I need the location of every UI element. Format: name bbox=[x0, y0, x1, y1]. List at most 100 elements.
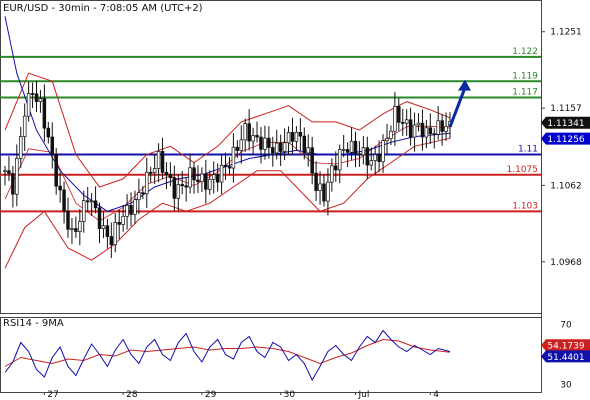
candle-body-up bbox=[274, 142, 279, 154]
candle bbox=[231, 133, 236, 183]
candle-body-up bbox=[78, 221, 82, 232]
candle-body-down bbox=[428, 127, 433, 135]
level-label-1: 1.119 bbox=[512, 71, 538, 81]
candle-body-down bbox=[62, 189, 66, 212]
candle bbox=[19, 126, 23, 168]
candle-body-down bbox=[42, 98, 47, 129]
candle-body-up bbox=[404, 119, 409, 124]
candle-body-down bbox=[235, 146, 240, 151]
candle bbox=[156, 143, 161, 183]
candle bbox=[215, 163, 220, 192]
candle-body-down bbox=[400, 122, 405, 124]
candle bbox=[306, 134, 310, 167]
candle-body-down bbox=[160, 150, 165, 173]
candle-body-down bbox=[357, 153, 362, 156]
candle-body-down bbox=[334, 165, 338, 171]
candle-body-up bbox=[89, 200, 94, 203]
rsi-panel-frame bbox=[0, 317, 542, 393]
candle-body-up bbox=[125, 205, 129, 217]
candle bbox=[416, 112, 421, 132]
candle-body-down bbox=[215, 174, 220, 183]
candle bbox=[129, 192, 133, 227]
candle-body-up bbox=[211, 174, 216, 180]
candle-body-down bbox=[255, 135, 259, 138]
candle-body-up bbox=[152, 168, 157, 174]
candle-body-up bbox=[208, 178, 212, 190]
candle-body-up bbox=[286, 132, 291, 144]
main-panel-frame bbox=[0, 0, 542, 314]
candle-body-up bbox=[373, 154, 377, 161]
candle bbox=[278, 134, 283, 167]
candle bbox=[393, 92, 397, 146]
candle-body-down bbox=[7, 170, 11, 174]
main-price-panel: 1.122 1.119 1.117 1.11 1.1075 1.103 bbox=[0, 0, 542, 314]
bollinger-upper-line bbox=[4, 72, 451, 188]
candle-body-up bbox=[200, 173, 204, 183]
rsi-ma-value-tag-label: 51.4401 bbox=[547, 353, 584, 363]
candle-body-up bbox=[133, 199, 137, 215]
time-tick-label-5: 4 bbox=[433, 390, 439, 400]
candle-body-down bbox=[164, 172, 169, 175]
candle-body-down bbox=[184, 185, 188, 188]
candle-body-down bbox=[259, 136, 263, 150]
candle-body-down bbox=[247, 123, 251, 142]
price-axis: 1.1251 1.1157 1.1062 1.0968 1.11341 1.11256 70… bbox=[43, 0, 590, 400]
candle-body-down bbox=[365, 147, 370, 166]
candle-body-up bbox=[251, 135, 255, 142]
candle-body-up bbox=[101, 225, 106, 230]
candle bbox=[310, 136, 314, 185]
candle bbox=[176, 174, 181, 211]
candle-body-up bbox=[188, 167, 192, 188]
rsi-ma-line bbox=[4, 338, 451, 367]
candle-body-down bbox=[204, 173, 208, 190]
candle-body-down bbox=[148, 171, 153, 174]
candle bbox=[243, 118, 247, 152]
candle bbox=[444, 112, 448, 141]
candle bbox=[42, 84, 47, 142]
candle-body-up bbox=[145, 171, 149, 195]
candle bbox=[381, 134, 385, 173]
time-tick-label-4: Jul bbox=[357, 390, 369, 400]
candle-body-down bbox=[117, 222, 121, 225]
candle-body-down bbox=[11, 173, 15, 195]
candle bbox=[282, 128, 287, 160]
candle-body-up bbox=[239, 139, 244, 151]
candle-body-down bbox=[74, 228, 78, 232]
candle bbox=[432, 128, 436, 149]
candle bbox=[255, 121, 259, 143]
candle-body-up bbox=[369, 160, 373, 166]
candle-body-down bbox=[420, 122, 425, 138]
candle bbox=[89, 193, 94, 216]
rsi-ma-value-tag bbox=[541, 350, 590, 363]
candle-body-down bbox=[196, 179, 200, 183]
time-tick-label-0: 27 bbox=[47, 390, 58, 400]
candle bbox=[82, 190, 86, 233]
candle-body-down bbox=[377, 154, 381, 163]
candle bbox=[286, 126, 291, 156]
candle bbox=[62, 181, 66, 224]
candle bbox=[326, 168, 330, 216]
candle-body-down bbox=[353, 140, 358, 155]
candle-body-up bbox=[385, 138, 389, 142]
chart-title: EUR/USD - 30min - 7:08:05 AM (UTC+2) bbox=[3, 3, 203, 14]
candle-body-down bbox=[271, 147, 275, 154]
candle-body-up bbox=[15, 158, 19, 195]
candle bbox=[235, 140, 240, 159]
candle bbox=[188, 153, 192, 194]
candle-body-down bbox=[109, 236, 114, 246]
candle bbox=[46, 121, 51, 144]
candle bbox=[294, 126, 299, 150]
rsi-title: RSI14 - 9MA bbox=[3, 318, 64, 329]
candle bbox=[389, 125, 393, 146]
candle bbox=[251, 127, 255, 156]
rsi-value-tag bbox=[541, 339, 590, 352]
candle bbox=[318, 171, 322, 205]
candle-body-down bbox=[46, 127, 51, 138]
candle bbox=[298, 118, 303, 151]
candle bbox=[397, 98, 401, 131]
rsi-value-tag-label: 54.1739 bbox=[547, 342, 584, 352]
candle-body-up bbox=[282, 142, 287, 152]
bollinger-lower-line bbox=[4, 137, 451, 269]
candle bbox=[345, 142, 350, 167]
